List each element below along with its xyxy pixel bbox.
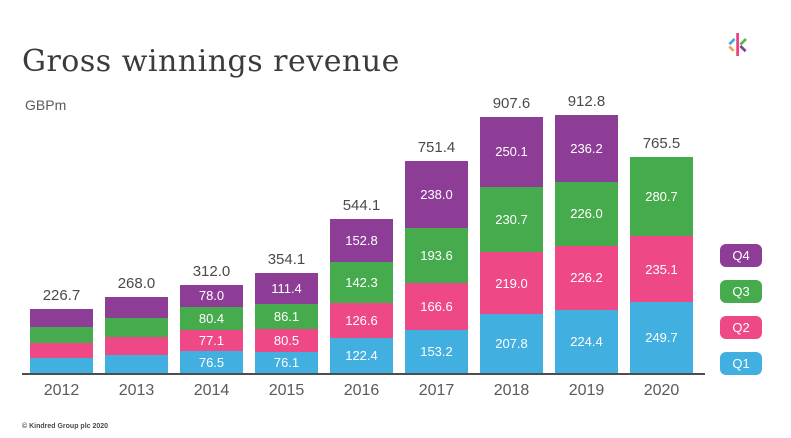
- copyright-text: © Kindred Group plc 2020: [22, 423, 109, 430]
- x-tick-label: 2017: [418, 382, 455, 399]
- bar-segment-q3: 80.4: [180, 306, 243, 330]
- bar-segment-q3: 280.7: [630, 156, 693, 236]
- bar-segment-q3: 230.7: [480, 187, 543, 253]
- bar-column-2012: 226.7 2012: [30, 287, 93, 400]
- bar-stack: 78.0 80.4 77.1 76.5: [180, 284, 243, 373]
- x-tick-label: 2012: [43, 382, 80, 399]
- bar-column-2017: 751.4 238.0 193.6 166.6 153.2 2017: [405, 139, 468, 400]
- legend-chip-q4: Q4: [720, 244, 762, 267]
- bar-column-2016: 544.1 152.8 142.3 126.6 122.4 2016: [330, 197, 393, 400]
- bar-segment-q1: 207.8: [480, 314, 543, 373]
- bar-segment-q3: 86.1: [255, 304, 318, 329]
- bar-segment-q1: 224.4: [555, 309, 618, 373]
- bar-stack: 238.0 193.6 166.6 153.2: [405, 160, 468, 373]
- bar-segment-q1: 76.1: [255, 351, 318, 373]
- bar-column-2014: 312.0 78.0 80.4 77.1 76.5 2014: [180, 263, 243, 400]
- bar-stack: [30, 309, 93, 373]
- bar-total-label: 226.7: [42, 287, 81, 305]
- bar-total-label: 907.6: [492, 94, 531, 112]
- bar-segment-q1: [30, 358, 93, 373]
- bar-stack: 152.8 142.3 126.6 122.4: [330, 219, 393, 373]
- legend-chip-q2: Q2: [720, 316, 762, 339]
- bar-segment-q3: [105, 317, 168, 337]
- bar-total-label: 765.5: [642, 134, 681, 152]
- legend-chip-q1: Q1: [720, 352, 762, 375]
- bar-segment-q2: 77.1: [180, 329, 243, 352]
- x-tick-label: 2014: [193, 382, 230, 399]
- bar-segment-q2: 166.6: [405, 282, 468, 330]
- bar-segment-q3: 226.0: [555, 181, 618, 246]
- bar-stack: 280.7 235.1 249.7: [630, 156, 693, 373]
- x-tick-label: 2013: [118, 382, 155, 399]
- logo-blue-stroke: [728, 38, 736, 46]
- bar-segment-q2: 80.5: [255, 328, 318, 352]
- bar-stack: [105, 297, 168, 373]
- x-tick-label: 2015: [268, 382, 305, 399]
- bar-column-2018: 907.6 250.1 230.7 219.0 207.8 2018: [480, 95, 543, 400]
- bar-total-label: 751.4: [417, 138, 456, 156]
- bar-segment-q2: [105, 336, 168, 356]
- page-title: Gross winnings revenue: [22, 44, 400, 79]
- bar-segment-q1: 153.2: [405, 329, 468, 373]
- bar-segment-q2: 126.6: [330, 302, 393, 339]
- unit-label: GBPm: [25, 97, 67, 113]
- x-tick-label: 2020: [643, 382, 680, 399]
- bar-segment-q2: 226.2: [555, 245, 618, 310]
- bar-total-label: 268.0: [117, 275, 156, 293]
- logo-purple-stroke: [739, 45, 747, 53]
- bar-segment-q1: [105, 355, 168, 373]
- x-axis-line: [22, 373, 705, 375]
- bar-segment-q4: 111.4: [255, 272, 318, 305]
- bar-segment-q2: 219.0: [480, 252, 543, 315]
- bar-stack: 250.1 230.7 219.0 207.8: [480, 116, 543, 373]
- bar-segment-q1: 249.7: [630, 302, 693, 373]
- bar-segment-q4: 236.2: [555, 115, 618, 182]
- x-tick-label: 2018: [493, 382, 530, 399]
- kindred-logo-icon: [728, 33, 747, 56]
- x-tick-label: 2016: [343, 382, 380, 399]
- bar-total-label: 912.8: [567, 93, 606, 111]
- x-tick-label: 2019: [568, 382, 605, 399]
- legend: Q4 Q3 Q2 Q1: [720, 244, 762, 375]
- bar-segment-q1: 76.5: [180, 351, 243, 373]
- bar-stack: 236.2 226.0 226.2 224.4: [555, 115, 618, 373]
- bar-segment-q4: [30, 309, 93, 327]
- bar-segment-q4: [105, 297, 168, 318]
- legend-chip-q3: Q3: [720, 280, 762, 303]
- bar-segment-q3: 142.3: [330, 262, 393, 303]
- bar-column-2020: 765.5 280.7 235.1 249.7 2020: [630, 135, 693, 400]
- logo-green-stroke: [739, 38, 747, 46]
- bar-segment-q3: [30, 326, 93, 343]
- bar-segment-q2: [30, 342, 93, 359]
- bar-stack: 111.4 86.1 80.5 76.1: [255, 272, 318, 373]
- bar-segment-q4: 238.0: [405, 160, 468, 228]
- bar-column-2015: 354.1 111.4 86.1 80.5 76.1 2015: [255, 251, 318, 400]
- bar-segment-q2: 235.1: [630, 235, 693, 303]
- bar-segment-q3: 193.6: [405, 227, 468, 283]
- plot-area: 226.7 2012 268.0 2013 312.0 78.0 80.4 77.1 76.5 2…: [22, 90, 705, 400]
- bar-segment-q4: 250.1: [480, 116, 543, 188]
- bar-total-label: 354.1: [267, 250, 306, 268]
- bar-column-2013: 268.0 2013: [105, 275, 168, 400]
- bar-total-label: 312.0: [192, 262, 231, 280]
- bar-segment-q4: 152.8: [330, 219, 393, 263]
- bar-segment-q4: 78.0: [180, 284, 243, 307]
- logo-orange-stroke: [728, 45, 735, 52]
- bar-column-2019: 912.8 236.2 226.0 226.2 224.4 2019: [555, 93, 618, 400]
- bar-segment-q1: 122.4: [330, 338, 393, 373]
- bar-total-label: 544.1: [342, 197, 381, 215]
